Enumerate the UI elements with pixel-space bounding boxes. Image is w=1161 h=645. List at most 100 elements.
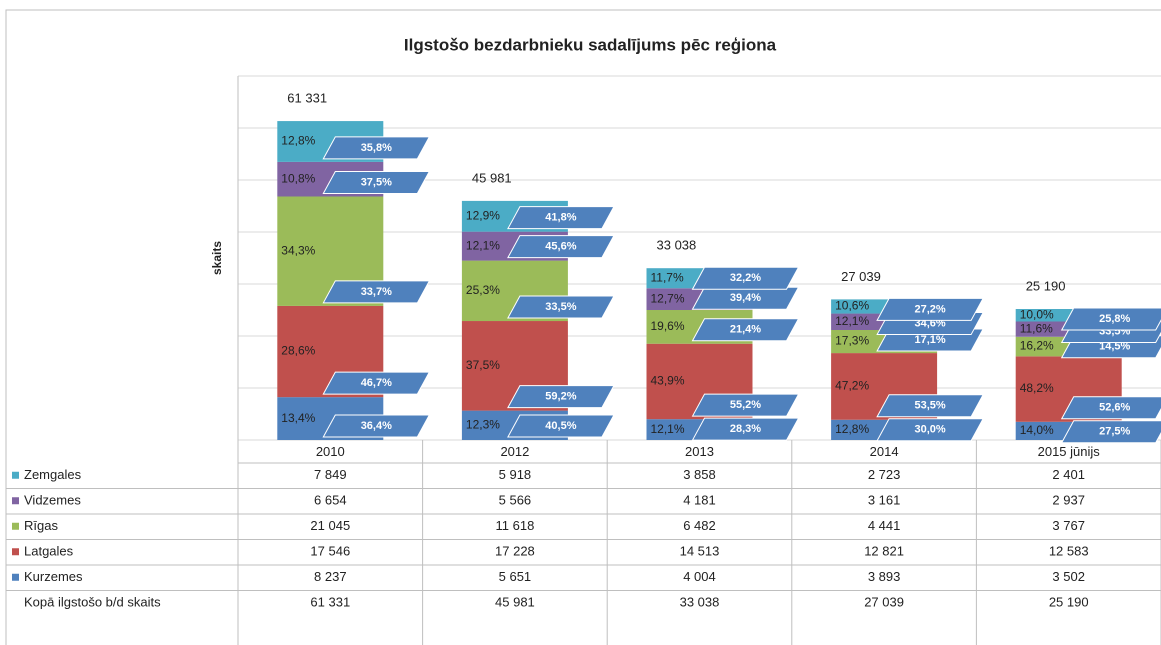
table-cell: 2 937 — [1052, 493, 1085, 508]
callout-label: 30,0% — [914, 424, 945, 436]
chart-title: Ilgstošo bezdarbnieku sadalījums pēc reģ… — [404, 35, 777, 54]
x-tick-label: 2013 — [685, 444, 714, 459]
callout — [322, 414, 431, 438]
callout — [322, 371, 431, 395]
callout — [507, 235, 615, 259]
table-cell: 8 237 — [314, 569, 347, 584]
table-cell: 3 858 — [683, 467, 716, 482]
share-label: 19,6% — [651, 319, 685, 333]
callout-label: 40,5% — [545, 420, 576, 432]
callout-label: 37,5% — [361, 176, 392, 188]
share-label: 13,4% — [281, 411, 315, 425]
callout-label: 21,4% — [730, 324, 761, 336]
callout-label: 59,2% — [545, 391, 576, 403]
table-cell: 3 502 — [1052, 569, 1085, 584]
table-cell: 17 228 — [495, 544, 535, 559]
callout-label: 39,4% — [730, 292, 761, 304]
share-label: 12,9% — [466, 208, 500, 222]
legend-swatch — [12, 497, 19, 505]
table-cell: 14 513 — [680, 544, 720, 559]
table-cell: 2 723 — [868, 467, 901, 482]
table-cell: 3 161 — [868, 493, 901, 508]
callout — [691, 393, 800, 417]
table-cell: 17 546 — [310, 544, 350, 559]
callout-label: 35,8% — [361, 142, 392, 154]
callout-label: 46,7% — [361, 377, 392, 389]
callout — [507, 206, 615, 230]
total-label: 33 038 — [657, 238, 697, 253]
x-tick-label: 2014 — [870, 444, 899, 459]
callout-label: 36,4% — [361, 420, 392, 432]
callout — [507, 414, 615, 438]
callout-label: 28,3% — [730, 423, 761, 435]
legend-label: Zemgales — [24, 467, 82, 482]
legend-swatch — [12, 573, 19, 581]
callout-label: 52,6% — [1099, 402, 1130, 414]
share-label: 12,1% — [835, 314, 869, 328]
legend-label: Rīgas — [24, 518, 58, 533]
total-label: 27 039 — [841, 269, 881, 284]
callout-label: 27,5% — [1099, 426, 1130, 438]
share-label: 12,8% — [835, 422, 869, 436]
table-cell: 5 918 — [499, 467, 532, 482]
share-label: 37,5% — [466, 358, 500, 372]
table-cell: 4 181 — [683, 493, 716, 508]
share-label: 47,2% — [835, 379, 869, 393]
y-axis-label: skaits — [210, 241, 224, 275]
callout-label: 17,1% — [914, 334, 945, 346]
share-label: 16,2% — [1020, 339, 1054, 353]
x-tick-label: 2010 — [316, 444, 345, 459]
total-row-label: Kopā ilgstošo b/d skaits — [24, 595, 161, 610]
table-cell: 3 893 — [868, 569, 901, 584]
share-label: 10,0% — [1020, 307, 1054, 321]
share-label: 12,1% — [466, 238, 500, 252]
callout — [507, 385, 615, 409]
share-label: 48,2% — [1020, 381, 1054, 395]
callout — [1060, 420, 1161, 444]
table-cell: 25 190 — [1049, 595, 1089, 610]
share-label: 34,3% — [281, 243, 315, 257]
share-label: 17,3% — [835, 334, 869, 348]
share-label: 25,3% — [466, 283, 500, 297]
share-label: 12,8% — [281, 134, 315, 148]
table-cell: 45 981 — [495, 595, 535, 610]
table-cell: 11 618 — [496, 518, 535, 533]
total-label: 61 331 — [287, 91, 327, 106]
callout — [322, 170, 431, 194]
x-tick-label: 2012 — [500, 444, 529, 459]
table-cell: 7 849 — [314, 467, 347, 482]
callout — [691, 318, 800, 342]
share-label: 11,6% — [1020, 321, 1053, 335]
share-label: 12,1% — [651, 422, 685, 436]
callout-label: 14,5% — [1099, 341, 1130, 353]
table-cell: 27 039 — [864, 595, 904, 610]
share-label: 11,7% — [651, 270, 684, 284]
table-cell: 33 038 — [680, 595, 720, 610]
total-label: 45 981 — [472, 170, 512, 185]
callout-label: 32,2% — [730, 272, 761, 284]
table-cell: 21 045 — [310, 518, 350, 533]
share-label: 28,6% — [281, 344, 315, 358]
x-tick-label: 2015 jūnijs — [1038, 444, 1101, 459]
callout-label: 41,8% — [545, 212, 576, 224]
callout — [1060, 396, 1161, 420]
callout-label: 27,2% — [914, 303, 945, 315]
callout — [876, 297, 984, 321]
share-label: 10,6% — [835, 299, 869, 313]
table-cell: 12 821 — [864, 544, 904, 559]
share-label: 43,9% — [651, 374, 685, 388]
callout — [322, 136, 431, 160]
share-label: 12,7% — [651, 291, 685, 305]
legend-label: Latgales — [24, 544, 74, 559]
legend-swatch — [12, 471, 19, 479]
callout — [322, 280, 431, 304]
legend-swatch — [12, 522, 19, 530]
legend-label: Vidzemes — [24, 493, 81, 508]
total-label: 25 190 — [1026, 278, 1066, 293]
table-cell: 5 651 — [499, 569, 532, 584]
table-cell: 2 401 — [1052, 467, 1085, 482]
callout — [691, 417, 800, 441]
table-cell: 12 583 — [1049, 544, 1089, 559]
callout-label: 45,6% — [545, 241, 576, 253]
table-cell: 6 482 — [683, 518, 716, 533]
